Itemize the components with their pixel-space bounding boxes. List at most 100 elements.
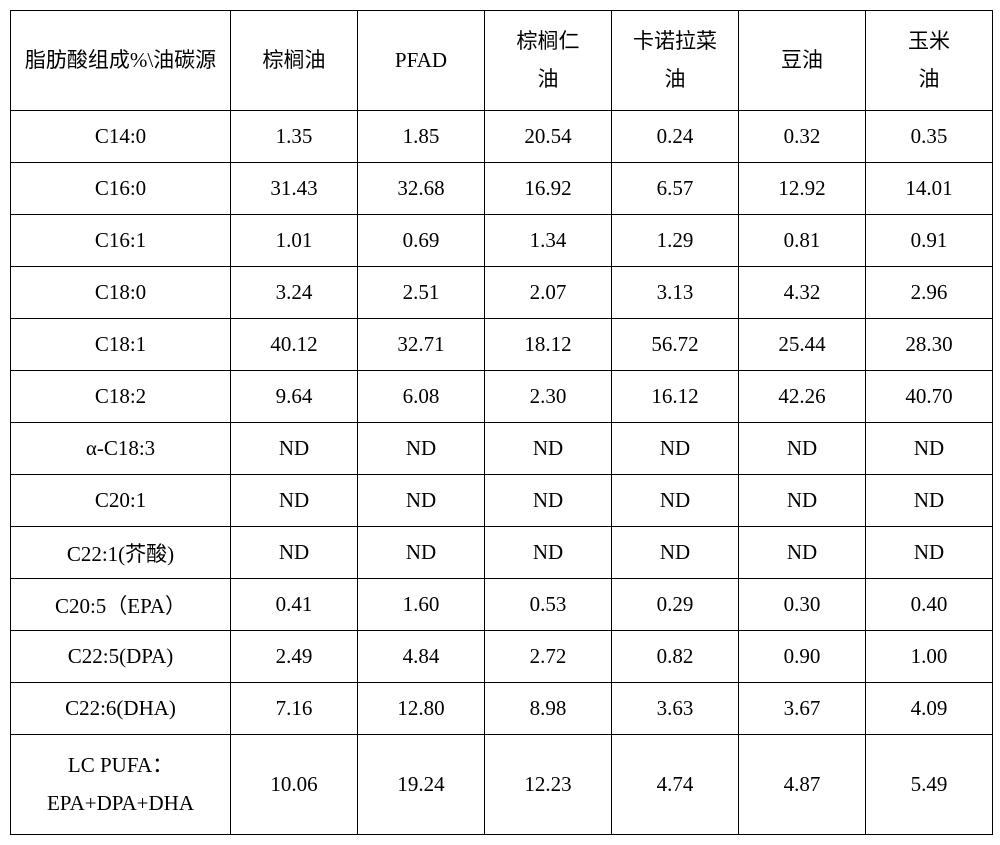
data-cell: 5.49 — [866, 735, 993, 835]
table-row: C22:5(DPA) 2.49 4.84 2.72 0.82 0.90 1.00 — [11, 631, 993, 683]
table-row: C16:1 1.01 0.69 1.34 1.29 0.81 0.91 — [11, 215, 993, 267]
table-row: C18:1 40.12 32.71 18.12 56.72 25.44 28.3… — [11, 319, 993, 371]
row-label-summary: LC PUFA：EPA+DPA+DHA — [11, 735, 231, 835]
table-row: α-C18:3 ND ND ND ND ND ND — [11, 423, 993, 475]
data-cell: 56.72 — [612, 319, 739, 371]
data-cell: ND — [739, 475, 866, 527]
data-cell: ND — [739, 423, 866, 475]
row-label: C20:1 — [11, 475, 231, 527]
table-header-row: 脂肪酸组成%\油碳源 棕榈油 PFAD 棕榈仁油 卡诺拉菜油 豆油 玉米油 — [11, 11, 993, 111]
table-row: C18:2 9.64 6.08 2.30 16.12 42.26 40.70 — [11, 371, 993, 423]
table-row: C18:0 3.24 2.51 2.07 3.13 4.32 2.96 — [11, 267, 993, 319]
data-cell: ND — [612, 423, 739, 475]
data-cell: 0.41 — [231, 579, 358, 631]
data-cell: 1.00 — [866, 631, 993, 683]
data-cell: 2.51 — [358, 267, 485, 319]
data-cell: 3.24 — [231, 267, 358, 319]
data-cell: 40.12 — [231, 319, 358, 371]
data-cell: 10.06 — [231, 735, 358, 835]
data-cell: 14.01 — [866, 163, 993, 215]
data-cell: 32.68 — [358, 163, 485, 215]
header-cell-palm-kernel-oil: 棕榈仁油 — [485, 11, 612, 111]
data-cell: 0.69 — [358, 215, 485, 267]
row-label: α-C18:3 — [11, 423, 231, 475]
data-cell: 31.43 — [231, 163, 358, 215]
data-cell: 0.24 — [612, 111, 739, 163]
data-cell: 32.71 — [358, 319, 485, 371]
data-cell: 16.12 — [612, 371, 739, 423]
header-cell-canola-oil: 卡诺拉菜油 — [612, 11, 739, 111]
data-cell: 4.87 — [739, 735, 866, 835]
data-cell: ND — [358, 475, 485, 527]
data-cell: 12.80 — [358, 683, 485, 735]
header-cell-palm-oil: 棕榈油 — [231, 11, 358, 111]
data-cell: 1.34 — [485, 215, 612, 267]
data-cell: 4.74 — [612, 735, 739, 835]
row-label: C22:5(DPA) — [11, 631, 231, 683]
header-cell-corn-oil: 玉米油 — [866, 11, 993, 111]
data-cell: 1.29 — [612, 215, 739, 267]
data-cell: 0.81 — [739, 215, 866, 267]
data-cell: 9.64 — [231, 371, 358, 423]
data-cell: 0.53 — [485, 579, 612, 631]
data-cell: 0.29 — [612, 579, 739, 631]
data-cell: 0.40 — [866, 579, 993, 631]
data-cell: 12.92 — [739, 163, 866, 215]
data-cell: ND — [485, 475, 612, 527]
header-cell-pfad: PFAD — [358, 11, 485, 111]
data-cell: 2.49 — [231, 631, 358, 683]
data-cell: ND — [231, 527, 358, 579]
data-cell: 3.67 — [739, 683, 866, 735]
data-cell: 18.12 — [485, 319, 612, 371]
data-cell: 28.30 — [866, 319, 993, 371]
data-cell: ND — [231, 475, 358, 527]
data-cell: 4.09 — [866, 683, 993, 735]
data-cell: 7.16 — [231, 683, 358, 735]
data-cell: 1.01 — [231, 215, 358, 267]
data-cell: 0.32 — [739, 111, 866, 163]
data-cell: 16.92 — [485, 163, 612, 215]
data-cell: ND — [612, 527, 739, 579]
row-label: C18:0 — [11, 267, 231, 319]
data-cell: 0.30 — [739, 579, 866, 631]
data-cell: 2.30 — [485, 371, 612, 423]
data-cell: 6.08 — [358, 371, 485, 423]
data-cell: ND — [485, 527, 612, 579]
row-label: C22:6(DHA) — [11, 683, 231, 735]
data-cell: ND — [358, 527, 485, 579]
data-cell: ND — [612, 475, 739, 527]
data-cell: ND — [358, 423, 485, 475]
row-label: C14:0 — [11, 111, 231, 163]
data-cell: ND — [485, 423, 612, 475]
data-cell: 6.57 — [612, 163, 739, 215]
row-label: C22:1(芥酸) — [11, 527, 231, 579]
data-cell: 19.24 — [358, 735, 485, 835]
header-cell-label: 脂肪酸组成%\油碳源 — [11, 11, 231, 111]
data-cell: 3.63 — [612, 683, 739, 735]
data-cell: 0.35 — [866, 111, 993, 163]
data-cell: 2.96 — [866, 267, 993, 319]
data-cell: 42.26 — [739, 371, 866, 423]
data-cell: ND — [866, 475, 993, 527]
data-cell: 4.84 — [358, 631, 485, 683]
table-row-summary: LC PUFA：EPA+DPA+DHA 10.06 19.24 12.23 4.… — [11, 735, 993, 835]
data-cell: ND — [231, 423, 358, 475]
data-cell: 1.35 — [231, 111, 358, 163]
table-row: C16:0 31.43 32.68 16.92 6.57 12.92 14.01 — [11, 163, 993, 215]
data-cell: 4.32 — [739, 267, 866, 319]
data-cell: ND — [866, 527, 993, 579]
data-cell: 0.82 — [612, 631, 739, 683]
data-cell: 0.91 — [866, 215, 993, 267]
data-cell: 0.90 — [739, 631, 866, 683]
data-cell: 2.72 — [485, 631, 612, 683]
data-cell: 2.07 — [485, 267, 612, 319]
table-row: C14:0 1.35 1.85 20.54 0.24 0.32 0.35 — [11, 111, 993, 163]
table-row: C22:6(DHA) 7.16 12.80 8.98 3.63 3.67 4.0… — [11, 683, 993, 735]
data-cell: 8.98 — [485, 683, 612, 735]
table-row: C20:5（EPA） 0.41 1.60 0.53 0.29 0.30 0.40 — [11, 579, 993, 631]
data-cell: 40.70 — [866, 371, 993, 423]
header-cell-soybean-oil: 豆油 — [739, 11, 866, 111]
data-cell: 3.13 — [612, 267, 739, 319]
data-cell: 25.44 — [739, 319, 866, 371]
row-label: C16:0 — [11, 163, 231, 215]
